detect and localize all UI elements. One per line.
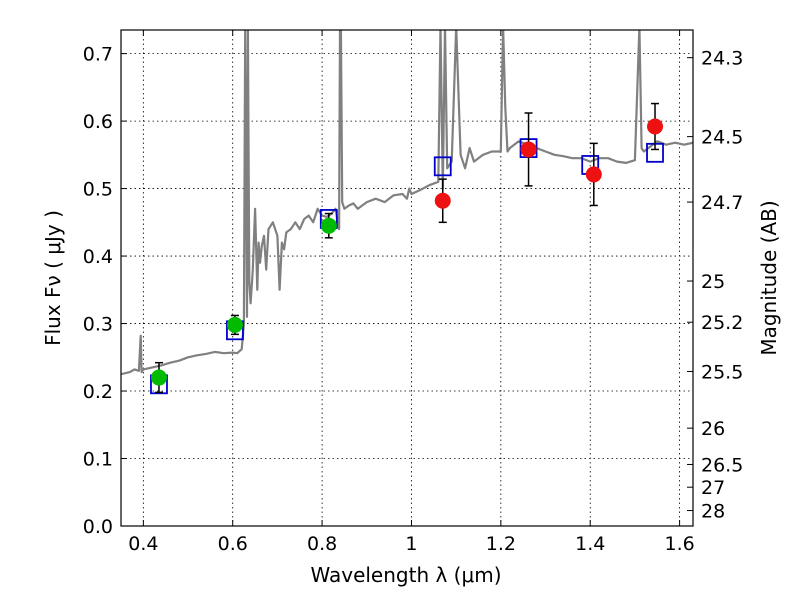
x-tick-label: 0.6 [218, 533, 248, 555]
observed-point [520, 141, 537, 158]
observed-point [434, 192, 451, 209]
model-flux-square [433, 156, 452, 177]
x-tick-label: 0.8 [307, 533, 337, 555]
plot-frame [120, 29, 694, 527]
right-tick-label: 24.5 [701, 127, 743, 149]
observed-point [647, 118, 664, 135]
right-tick-label: 25.5 [701, 361, 743, 383]
x-tick-label: 0.4 [128, 533, 158, 555]
spectrum-layer [121, 30, 693, 376]
y-tick-label: 0.2 [83, 381, 113, 403]
y-tick-label: 0.6 [83, 111, 113, 133]
y-tick-label: 0.3 [83, 314, 113, 336]
y-tick-label: 0.7 [83, 44, 113, 66]
right-axis-label: Magnitude (AB) [757, 200, 781, 355]
y-tick-label: 0.5 [83, 179, 113, 201]
observed-point [150, 369, 167, 386]
right-tick-label: 24.7 [701, 192, 743, 214]
y-tick-label: 0.1 [83, 449, 113, 471]
x-tick-label: 1.6 [664, 533, 694, 555]
markers-layer [150, 102, 664, 395]
right-tick-label: 25.2 [701, 312, 743, 334]
right-tick-label: 26.5 [701, 454, 743, 476]
axis-ticks: 0.4 0.6 0.8 1 1.2 1.4 1.6 0.0 0.1 0.2 0.3 0.4 0.5 0.6… [83, 30, 743, 555]
observed-point [585, 166, 602, 183]
observed-point [226, 316, 243, 333]
x-axis-label: Wavelength λ (μm) [310, 563, 501, 587]
spectrum-line [121, 30, 693, 376]
x-tick-label: 1.4 [575, 533, 605, 555]
x-tick-label: 1 [405, 533, 417, 555]
y-tick-label: 0.0 [83, 516, 113, 538]
right-tick-label: 25 [701, 271, 725, 293]
x-tick-label: 1.2 [486, 533, 516, 555]
observed-point [320, 217, 337, 234]
y-tick-label: 0.4 [83, 246, 113, 268]
y-axis-label: Flux Fν ( μJy ) [41, 210, 65, 346]
right-tick-label: 28 [701, 501, 725, 523]
right-tick-label: 26 [701, 418, 725, 440]
right-tick-label: 27 [701, 477, 725, 499]
grid [121, 30, 693, 527]
right-tick-label: 24.3 [701, 48, 743, 70]
